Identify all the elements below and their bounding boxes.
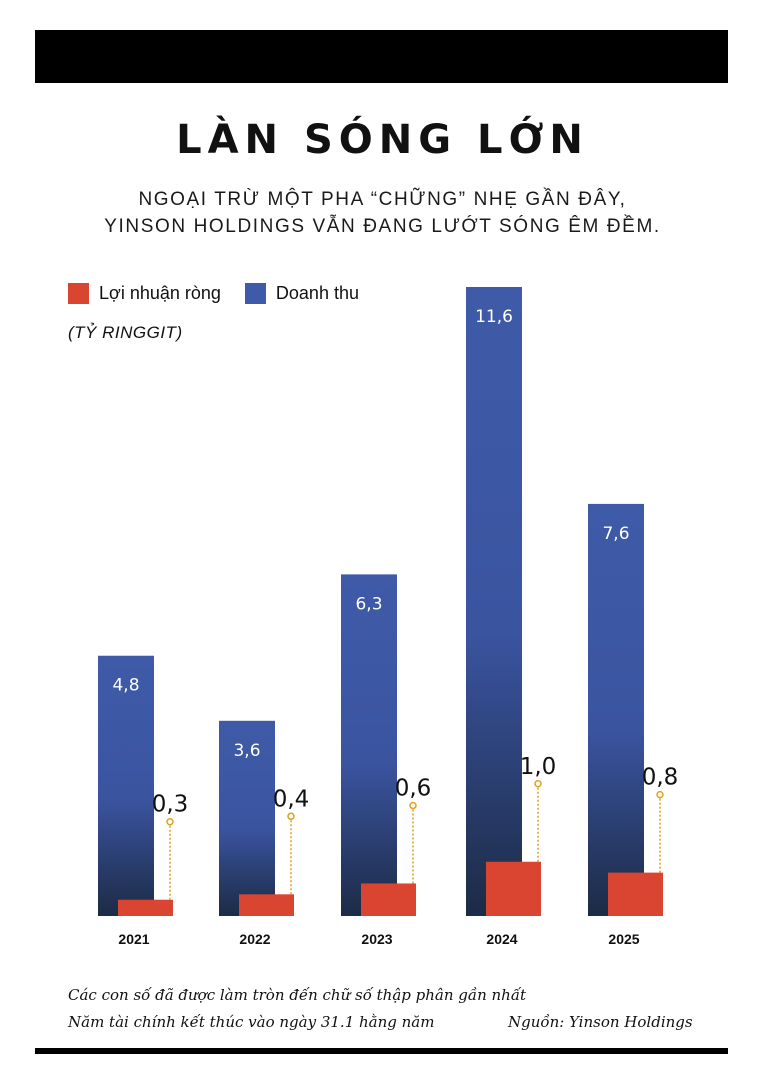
profit-leader-dot-2024: [534, 780, 542, 788]
profit-bar-2021: [118, 899, 173, 916]
profit-label-2022: 0,4: [273, 786, 310, 812]
legend-item-revenue: Doanh thu: [244, 283, 359, 304]
source-note: Nguồn: Yinson Holdings: [508, 1013, 693, 1031]
profit-label-2025: 0,8: [642, 765, 679, 791]
x-tick-2024: 2024: [486, 931, 517, 947]
profit-bar-2024: [486, 861, 541, 916]
profit-leader-dot-2025: [656, 790, 664, 799]
fiscal-year-note: Năm tài chính kết thúc vào ngày 31.1 hằn…: [68, 1013, 435, 1031]
revenue-bar-2022: [219, 720, 275, 916]
profit-leader-dot-2023: [409, 801, 417, 810]
revenue-bar-2021: [98, 655, 154, 916]
profit-bar-2023: [361, 883, 416, 916]
top-banner-bar: [35, 30, 728, 83]
profit-label-2021: 0,3: [152, 792, 189, 818]
revenue-bar-2025: [588, 503, 644, 916]
profit-label-2023: 0,6: [395, 775, 432, 801]
legend-item-profit: Lợi nhuận ròng: [68, 283, 221, 304]
profit-bar-2025: [608, 872, 663, 916]
subtitle-line-2: YINSON HOLDINGS VẪN ĐANG LƯỚT SÓNG ÊM ĐỀ…: [104, 216, 661, 237]
revenue-bar-2023: [341, 574, 397, 916]
revenue-bar-2024: [466, 287, 522, 916]
legend-swatch-profit: [68, 283, 89, 304]
chart-legend: Lợi nhuận ròng Doanh thu: [68, 283, 383, 304]
chart-title: LÀN SÓNG LỚN: [176, 117, 589, 163]
x-tick-2023: 2023: [361, 931, 392, 947]
revenue-label-2024: 11,6: [475, 307, 513, 327]
legend-swatch-revenue: [244, 283, 266, 304]
revenue-label-2025: 7,6: [602, 524, 629, 544]
chart-subtitle: NGOẠI TRỪ MỘT PHA “CHỮNG” NHẸ GẦN ĐÂY, Y…: [0, 186, 765, 240]
profit-leader-dot-2021: [166, 817, 174, 826]
bottom-rule: [35, 1048, 728, 1054]
subtitle-line-1: NGOẠI TRỪ MỘT PHA “CHỮNG” NHẸ GẦN ĐÂY,: [138, 189, 627, 210]
revenue-label-2022: 3,6: [233, 741, 260, 761]
profit-label-2024: 1,0: [520, 754, 557, 780]
x-tick-2021: 2021: [118, 931, 149, 947]
rounding-note: Các con số đã được làm tròn đến chữ số t…: [68, 986, 527, 1004]
revenue-label-2023: 6,3: [355, 594, 382, 614]
bar-chart: 4,8 0,3 2021 3,6 0,4 2022 6,3 0,6 2023 11,6 1,0 202…: [98, 287, 679, 947]
revenue-label-2021: 4,8: [112, 676, 139, 696]
x-tick-2025: 2025: [608, 931, 639, 947]
legend-label-revenue: Doanh thu: [275, 283, 359, 303]
x-tick-2022: 2022: [239, 931, 270, 947]
legend-label-profit: Lợi nhuận ròng: [99, 283, 221, 303]
unit-label: (TỶ RINGGIT): [68, 323, 183, 342]
profit-bar-2022: [239, 894, 294, 916]
profit-leader-dot-2022: [287, 812, 295, 821]
